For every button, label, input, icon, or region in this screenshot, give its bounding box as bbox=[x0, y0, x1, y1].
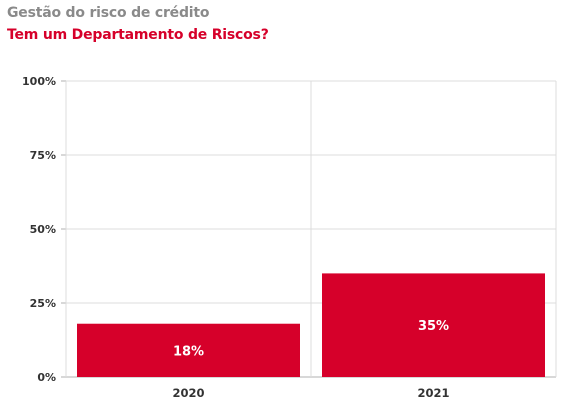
bars: 18% 35% bbox=[77, 273, 545, 377]
bar-2020 bbox=[77, 323, 300, 377]
x-tick-label-2020: 2020 bbox=[172, 386, 204, 400]
y-tick-label: 75% bbox=[30, 149, 56, 162]
y-tick-label: 25% bbox=[30, 297, 56, 310]
y-axis-ticks: 0% 25% 50% 75% 100% bbox=[22, 75, 56, 384]
y-tick-label: 50% bbox=[30, 223, 56, 236]
y-tick-label: 0% bbox=[37, 371, 56, 384]
chart-title: Tem um Departamento de Riscos? bbox=[7, 27, 269, 43]
bar-2021 bbox=[322, 273, 545, 377]
y-tick-label: 100% bbox=[22, 75, 56, 88]
chart-supertitle: Gestão do risco de crédito bbox=[7, 5, 210, 21]
data-label-2020: 18% bbox=[173, 344, 204, 359]
data-label-2021: 35% bbox=[418, 319, 449, 334]
x-axis-labels: 2020 2021 bbox=[172, 386, 449, 400]
x-tick-label-2021: 2021 bbox=[417, 386, 449, 400]
